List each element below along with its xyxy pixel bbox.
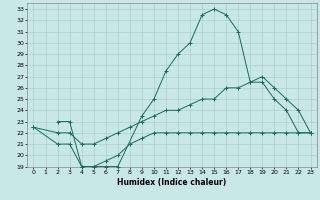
X-axis label: Humidex (Indice chaleur): Humidex (Indice chaleur) xyxy=(117,178,227,187)
